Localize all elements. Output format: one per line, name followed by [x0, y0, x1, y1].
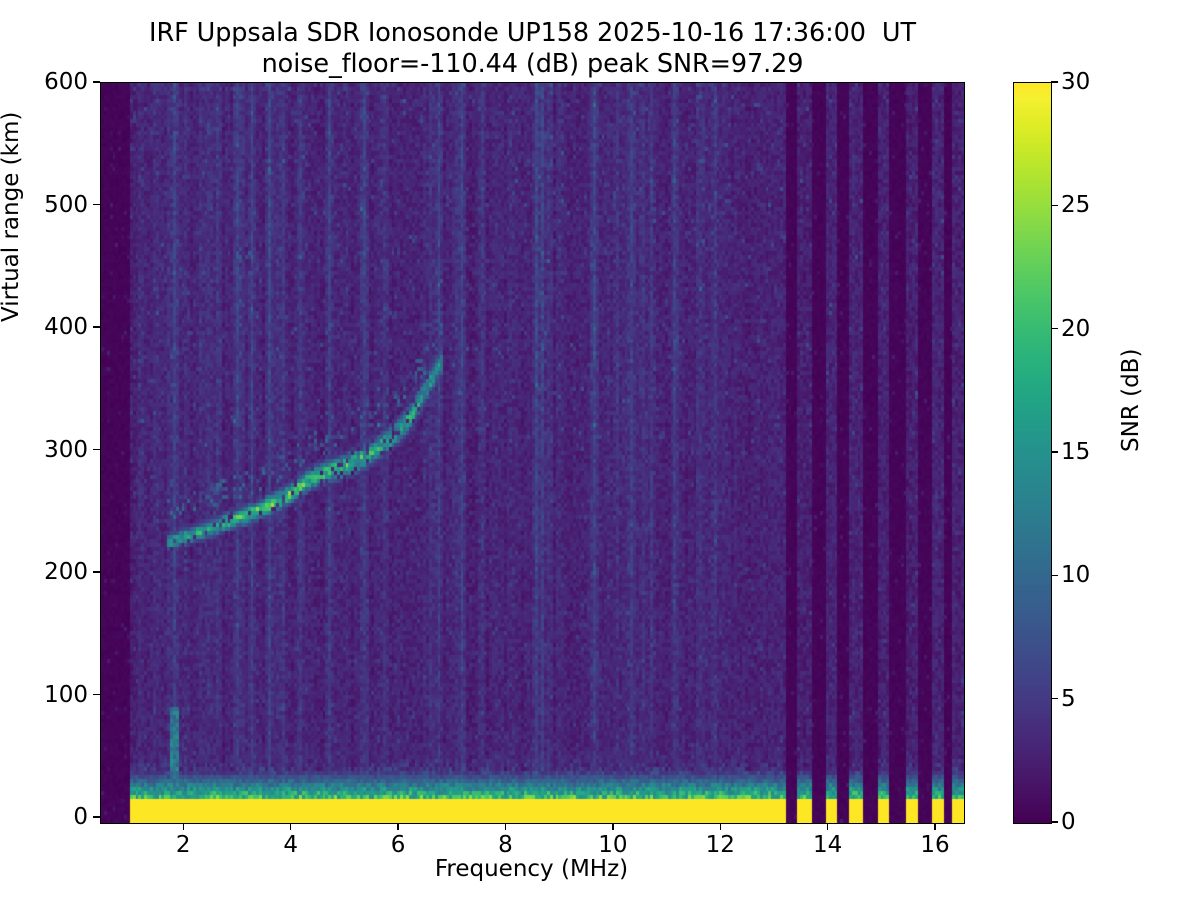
x-tick-mark	[182, 823, 184, 831]
colorbar-tick-mark	[1051, 821, 1059, 823]
colorbar-tick-mark	[1051, 451, 1059, 453]
ionogram-plot-area	[100, 82, 965, 824]
y-tick-mark	[93, 81, 100, 83]
colorbar-tick-mark	[1051, 574, 1059, 576]
y-tick-label: 0	[73, 804, 88, 831]
ionogram-heatmap	[101, 83, 964, 823]
colorbar-tick-label: 20	[1061, 315, 1091, 342]
x-tick-mark	[719, 823, 721, 831]
y-tick-mark	[93, 326, 100, 328]
title-line-2: noise_floor=-110.44 (dB) peak SNR=97.29	[261, 49, 804, 80]
x-tick-mark	[289, 823, 292, 831]
colorbar-tick-label: 15	[1061, 439, 1091, 465]
x-tick-label: 4	[283, 832, 298, 858]
title-line-1: IRF Uppsala SDR Ionosonde UP158 2025-10-…	[149, 18, 916, 48]
x-tick-label: 6	[390, 832, 406, 858]
x-tick-mark	[612, 823, 614, 831]
x-tick-label: 8	[498, 832, 513, 858]
y-tick-mark	[93, 571, 100, 573]
y-axis-label: Virtual range (km)	[0, 111, 24, 322]
x-tick-mark	[504, 823, 507, 831]
y-tick-mark	[93, 203, 100, 206]
colorbar-tick-label: 30	[1061, 69, 1091, 95]
colorbar-tick-mark	[1051, 81, 1059, 83]
colorbar	[1013, 82, 1052, 824]
colorbar-tick-mark	[1051, 328, 1059, 330]
y-tick-label: 200	[44, 559, 88, 586]
colorbar-tick-label: 10	[1061, 562, 1091, 589]
colorbar-tick-mark	[1051, 698, 1059, 700]
y-tick-label: 600	[44, 69, 88, 95]
y-tick-label: 300	[44, 436, 88, 463]
colorbar-tick-label: 25	[1061, 192, 1091, 219]
x-tick-label: 10	[598, 832, 628, 858]
colorbar-tick-mark	[1051, 204, 1059, 206]
y-tick-mark	[93, 693, 100, 696]
y-tick-label: 500	[44, 191, 88, 218]
x-axis-label: Frequency (MHz)	[434, 856, 629, 882]
y-tick-label: 400	[44, 314, 88, 341]
colorbar-label: SNR (dB)	[1118, 348, 1144, 452]
y-tick-label: 100	[44, 681, 88, 708]
y-tick-mark	[93, 448, 100, 451]
colorbar-tick-label: 5	[1061, 685, 1076, 712]
y-tick-mark	[93, 816, 100, 818]
figure-title: IRF Uppsala SDR Ionosonde UP158 2025-10-…	[0, 18, 1065, 80]
x-tick-mark	[397, 823, 399, 831]
colorbar-tick-label: 0	[1061, 809, 1076, 835]
x-tick-mark	[827, 823, 829, 831]
x-tick-label: 12	[705, 832, 735, 858]
colorbar-gradient	[1014, 83, 1051, 823]
x-tick-label: 16	[920, 832, 950, 858]
x-tick-mark	[934, 823, 936, 831]
x-tick-label: 2	[175, 832, 191, 858]
x-tick-label: 14	[813, 832, 843, 858]
